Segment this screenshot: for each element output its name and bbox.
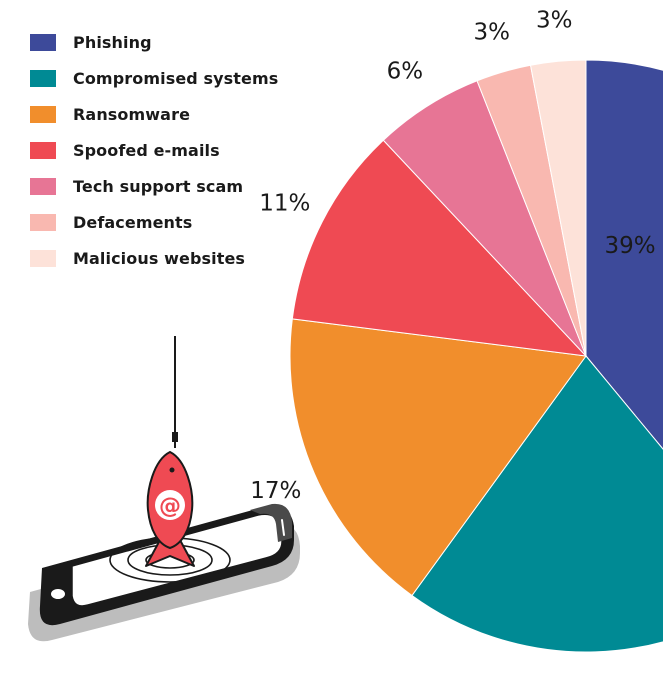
slice-spoofed-emails xyxy=(291,139,588,357)
legend-label: Spoofed e-mails xyxy=(73,140,220,160)
legend-swatch xyxy=(30,249,56,267)
slice-malicious-websites xyxy=(529,59,587,357)
legend-item-compromised-systems: Compromised systems xyxy=(30,60,278,96)
slice-ransomware xyxy=(289,318,587,597)
legend-item-malicious-websites: Malicious websites xyxy=(30,240,278,276)
chart-legend: Phishing Compromised systems Ransomware … xyxy=(30,24,278,276)
email-fish-icon: @ xyxy=(145,450,195,567)
value-label-tech-support-scam: 6% xyxy=(387,59,424,85)
legend-item-ransomware: Ransomware xyxy=(30,96,278,132)
value-label-phishing: 39% xyxy=(604,233,655,259)
legend-label: Phishing xyxy=(73,32,152,52)
legend-label: Defacements xyxy=(73,212,193,232)
legend-swatch xyxy=(30,105,56,123)
legend-label: Ransomware xyxy=(73,104,191,124)
email-at-glyph: @ xyxy=(159,494,181,519)
legend-item-spoofed-emails: Spoofed e-mails xyxy=(30,132,278,168)
legend-swatch xyxy=(30,69,56,87)
value-label-defacements: 3% xyxy=(473,19,510,45)
legend-swatch xyxy=(30,177,56,195)
pie-slices xyxy=(289,59,663,653)
value-label-ransomware: 17% xyxy=(250,478,301,504)
value-label-malicious-websites: 3% xyxy=(536,8,573,34)
legend-item-phishing: Phishing xyxy=(30,24,278,60)
fishing-line-icon xyxy=(172,336,178,448)
legend-swatch xyxy=(30,33,56,51)
pie-value-labels: 39%21%17%11%6%3%3% xyxy=(250,8,655,505)
legend-label: Compromised systems xyxy=(73,68,279,88)
legend-label: Malicious websites xyxy=(73,248,246,268)
legend-swatch xyxy=(30,213,56,231)
slice-compromised-systems xyxy=(411,355,663,653)
value-label-spoofed-emails: 11% xyxy=(259,191,310,217)
phone-icon xyxy=(28,503,300,642)
legend-item-defacements: Defacements xyxy=(30,204,278,240)
legend-swatch xyxy=(30,141,56,159)
legend-label: Tech support scam xyxy=(73,176,244,196)
legend-item-tech-support-scam: Tech support scam xyxy=(30,168,278,204)
slice-phishing xyxy=(585,59,663,450)
